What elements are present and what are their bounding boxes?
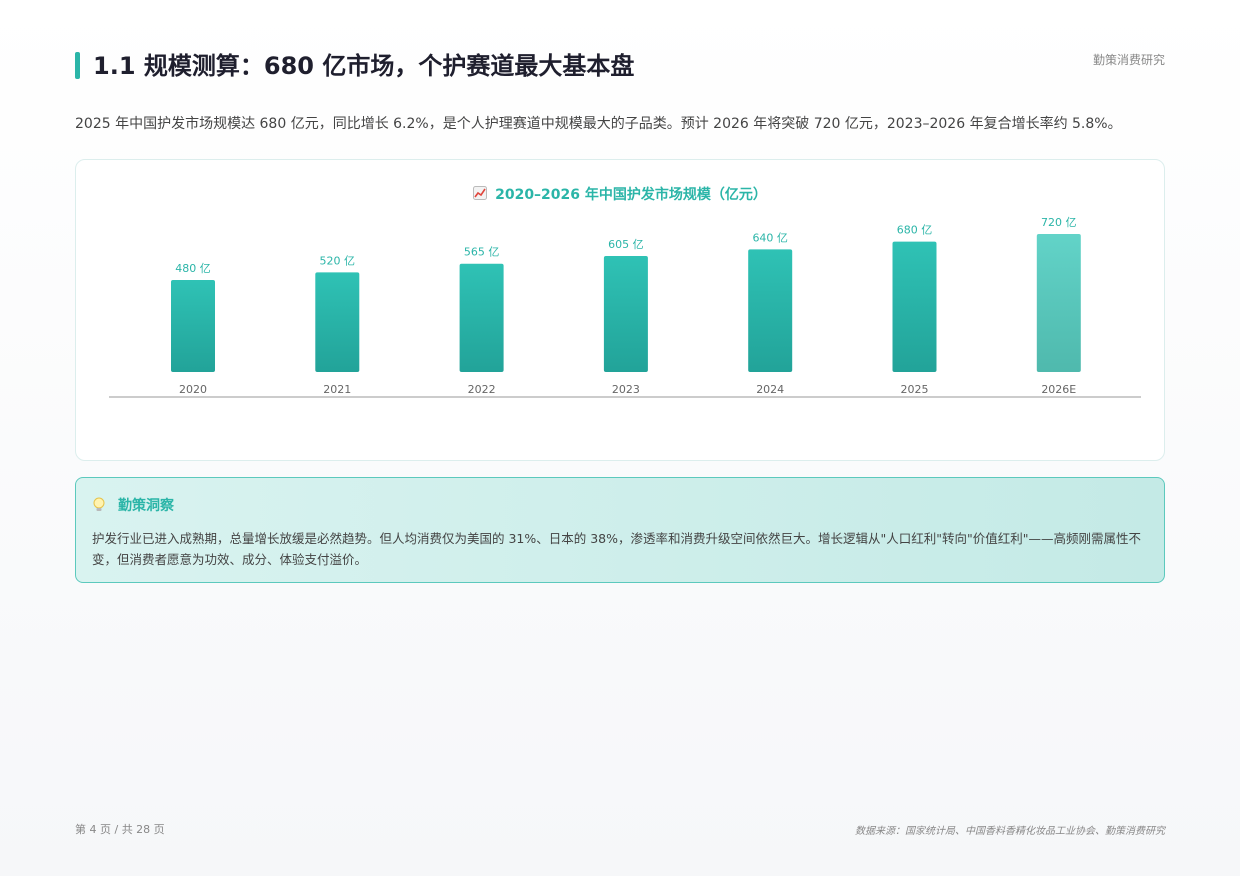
bar-2026E — [1036, 234, 1081, 372]
bar-2021 — [315, 272, 360, 372]
insight-box: 勤策洞察 护发行业已进入成熟期，总量增长放缓是必然趋势。但人均消费仅为美国的 3… — [75, 477, 1165, 583]
x-tick-label: 2022 — [468, 383, 496, 396]
page-title: 1.1 规模测算：680 亿市场，个护赛道最大基本盘 — [93, 52, 635, 80]
bar-value-label: 565 亿 — [464, 246, 500, 259]
bar-2024 — [748, 249, 793, 372]
lightbulb-icon — [93, 497, 105, 511]
chart-title: 2020–2026 年中国护发市场规模（亿元） — [495, 187, 767, 203]
x-tick-label: 2023 — [612, 383, 640, 396]
bar-value-label: 680 亿 — [897, 224, 933, 237]
insight-header: 勤策洞察 — [92, 495, 174, 515]
report-page: 勤策消费研究 1.1 规模测算：680 亿市场，个护赛道最大基本盘 2025 年… — [75, 0, 1165, 876]
bar-value-label: 640 亿 — [752, 231, 788, 244]
chart-trend-icon — [473, 186, 488, 200]
page-number: 第 4 页 / 共 28 页 — [75, 823, 165, 836]
x-tick-label: 2021 — [323, 383, 351, 396]
bar-2022 — [459, 263, 504, 372]
x-tick-label: 2020 — [179, 383, 207, 396]
brand-label: 勤策消费研究 — [1092, 53, 1165, 67]
intro-paragraph: 2025 年中国护发市场规模达 680 亿元，同比增长 6.2%，是个人护理赛道… — [75, 116, 1122, 132]
bar-2023 — [603, 256, 648, 372]
bar-2025 — [892, 241, 937, 372]
bar-value-label: 605 亿 — [608, 238, 644, 251]
bar-2020 — [171, 280, 215, 372]
x-tick-label: 2024 — [756, 383, 784, 396]
x-tick-label: 2025 — [901, 383, 929, 396]
bar-value-label: 720 亿 — [1041, 216, 1077, 229]
insight-text: 护发行业已进入成熟期，总量增长放缓是必然趋势。但人均消费仅为美国的 31%、日本… — [92, 531, 1142, 567]
bar-chart: 480 亿 2020 520 亿 2021 565 亿 2022 605 亿 2023 640 … — [109, 216, 1141, 398]
title-accent-bar — [75, 52, 80, 79]
bar-value-label: 480 亿 — [175, 262, 211, 275]
chart-title-row: 2020–2026 年中国护发市场规模（亿元） — [76, 184, 1164, 204]
chart-card: 2020–2026 年中国护发市场规模（亿元） 480 亿 2020 520 亿 20… — [75, 159, 1165, 461]
data-source: 数据来源：国家统计局、中国香料香精化妆品工业协会、勤策消费研究 — [855, 826, 1165, 837]
insight-title: 勤策洞察 — [118, 498, 174, 514]
x-tick-label: 2026E — [1041, 383, 1076, 396]
bar-value-label: 520 亿 — [320, 254, 356, 267]
